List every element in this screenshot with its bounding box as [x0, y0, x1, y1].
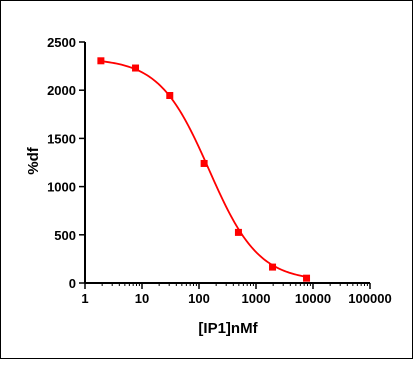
x-tick-label: 100	[188, 291, 210, 306]
x-tick-label: 1	[81, 291, 88, 306]
data-point	[200, 159, 208, 167]
y-tick-label: 500	[54, 228, 76, 243]
y-tick-label: 2500	[47, 35, 76, 50]
y-tick-label: 1500	[47, 131, 76, 146]
y-axis-ticks: 0 500 1000 1500 2000 2500	[47, 35, 85, 291]
data-point	[132, 64, 140, 72]
x-axis-ticks: 1 10 100 1000 10000 100000	[81, 283, 392, 306]
y-tick-label: 0	[69, 276, 76, 291]
data-point	[97, 57, 105, 65]
data-point	[234, 228, 242, 236]
x-tick-label: 10000	[295, 291, 331, 306]
x-tick-label: 10	[135, 291, 149, 306]
data-point	[166, 92, 174, 100]
x-axis-title: [IP1]nMf	[198, 320, 258, 337]
data-point	[303, 274, 311, 282]
y-tick-label: 2000	[47, 83, 76, 98]
x-tick-label: 1000	[242, 291, 271, 306]
x-tick-label: 100000	[348, 291, 391, 306]
axes	[84, 42, 370, 284]
data-points	[97, 57, 311, 282]
data-point	[269, 263, 277, 271]
y-tick-label: 1000	[47, 180, 76, 195]
y-axis-title: %df	[25, 146, 42, 175]
